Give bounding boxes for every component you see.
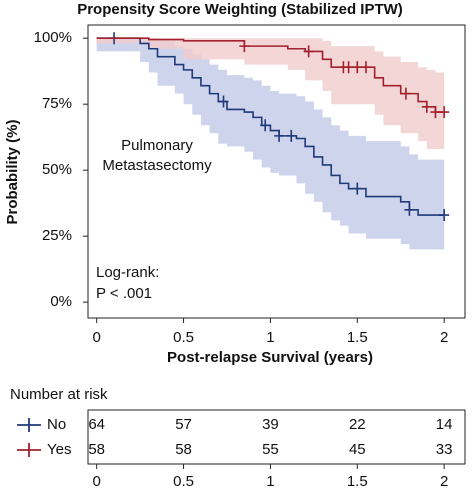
censor-mark [404,203,415,216]
risk-count: 45 [349,441,366,458]
x-tick-label: 0 [93,329,101,346]
risk-count: 22 [349,416,366,433]
risk-count: 55 [262,441,279,458]
test-result: P < .001 [96,285,152,302]
risk-count: 58 [88,441,105,458]
censor-mark [260,119,271,132]
censor-mark [421,100,432,113]
censor-mark [343,61,354,74]
censor-mark [239,40,250,53]
x-tick-label: 2 [440,329,448,346]
risk-time-label: 1.5 [347,473,368,490]
censor-mark [430,106,441,119]
censor-mark [439,106,450,119]
censor-mark [360,61,371,74]
y-tick-label: 25% [42,227,72,244]
test-result: Log-rank: [96,264,159,281]
censor-mark [303,45,314,58]
y-axis-label: Probability (%) [4,119,21,224]
y-tick-label: 75% [42,95,72,112]
censor-mark [286,129,297,142]
censor-mark [274,129,285,142]
risk-time-label: 2 [440,473,448,490]
risk-time-label: 1 [266,473,274,490]
confidence-band [96,38,445,250]
risk-count: 14 [436,416,453,433]
legend-label: Yes [47,441,71,458]
censor-mark [218,95,229,108]
annotation: Metastasectomy [102,157,212,174]
censor-mark [352,182,363,195]
censor-mark [439,209,450,222]
legend-icon [17,418,41,432]
risk-time-label: 0.5 [173,473,194,490]
chart-title: Propensity Score Weighting (Stabilized I… [77,1,403,18]
x-tick-label: 1.5 [347,329,368,346]
survival-curve [96,37,445,113]
y-tick-label: 50% [42,161,72,178]
annotation: Pulmonary [121,137,193,154]
x-tick-label: 1 [266,329,274,346]
y-tick-label: 100% [34,29,72,46]
x-tick-label: 0.5 [173,329,194,346]
censor-mark [352,61,363,74]
risk-table-frame [87,409,466,465]
legend-label: No [47,416,66,433]
risk-count: 33 [436,441,453,458]
risk-count: 58 [175,441,192,458]
risk-count: 57 [175,416,192,433]
censor-mark [400,87,411,100]
risk-count: 39 [262,416,279,433]
risk-table-title: Number at risk [10,386,108,403]
risk-count: 64 [88,416,105,433]
legend-icon [17,443,41,457]
y-tick-label: 0% [50,293,72,310]
plot-frame [87,24,466,319]
x-axis-label: Post-relapse Survival (years) [167,349,373,366]
risk-time-label: 0 [93,473,101,490]
